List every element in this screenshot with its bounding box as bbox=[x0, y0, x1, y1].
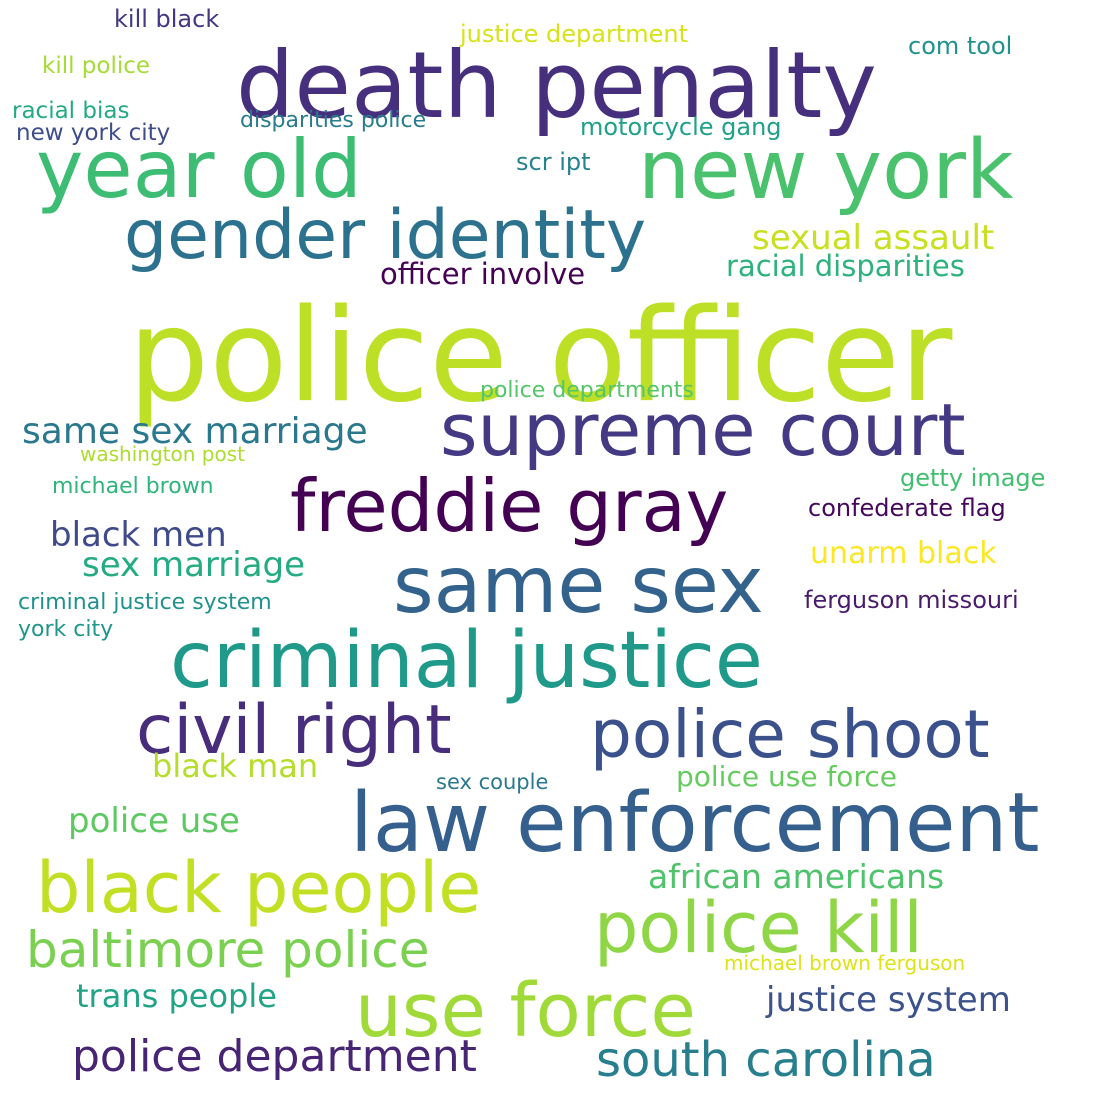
word-justice-department: justice department bbox=[460, 20, 689, 48]
word-michael-brown: michael brown bbox=[52, 474, 214, 499]
word-getty-image: getty image bbox=[900, 464, 1046, 492]
word-criminal-justice: criminal justice bbox=[170, 616, 763, 706]
word-criminal-justice-system: criminal justice system bbox=[18, 590, 272, 615]
word-supreme-court: supreme court bbox=[440, 388, 966, 472]
word-motorcycle-gang: motorcycle gang bbox=[580, 113, 782, 141]
word-ferguson-missouri: ferguson missouri bbox=[804, 586, 1019, 614]
word-gender-identity: gender identity bbox=[124, 196, 647, 275]
word-same-sex-marriage: same sex marriage bbox=[22, 411, 368, 452]
word-disparities-police: disparities police bbox=[240, 108, 427, 133]
word-scr-ipt: scr ipt bbox=[516, 148, 591, 176]
word-new-york-city: new york city bbox=[16, 120, 171, 146]
word-sex-marriage: sex marriage bbox=[82, 545, 306, 585]
word-black-people: black people bbox=[36, 847, 482, 929]
word-police-officer: police officer bbox=[128, 282, 953, 431]
word-york-city: york city bbox=[18, 617, 114, 642]
word-south-carolina: south carolina bbox=[596, 1032, 936, 1088]
word-baltimore-police: baltimore police bbox=[26, 921, 430, 979]
word-trans-people: trans people bbox=[76, 977, 277, 1015]
word-unarm-black: unarm black bbox=[810, 536, 997, 571]
word-kill-black: kill black bbox=[114, 5, 220, 33]
word-officer-involve: officer involve bbox=[380, 257, 586, 291]
word-black-man: black man bbox=[152, 747, 319, 785]
word-racial-bias: racial bias bbox=[12, 98, 130, 124]
word-year-old: year old bbox=[36, 123, 362, 216]
word-confederate-flag: confederate flag bbox=[808, 494, 1006, 522]
word-michael-brown-ferguson: michael brown ferguson bbox=[724, 951, 966, 975]
word-freddie-gray: freddie gray bbox=[290, 464, 729, 548]
word-new-york: new york bbox=[638, 123, 1014, 218]
word-racial-disparities: racial disparities bbox=[726, 249, 965, 283]
word-law-enforcement: law enforcement bbox=[350, 776, 1040, 871]
word-police-use: police use bbox=[68, 801, 240, 841]
word-police-kill: police kill bbox=[594, 887, 923, 969]
word-black-men: black men bbox=[50, 515, 227, 555]
word-kill-police: kill police bbox=[42, 53, 151, 79]
word-sexual-assault: sexual assault bbox=[752, 218, 995, 258]
word-police-department: police department bbox=[72, 1031, 477, 1082]
word-death-penalty: death penalty bbox=[236, 32, 877, 139]
word-african-americans: african americans bbox=[648, 857, 945, 896]
word-police-departments: police departments bbox=[480, 378, 694, 403]
word-use-force: use force bbox=[355, 968, 696, 1054]
word-sex-couple: sex couple bbox=[436, 770, 549, 794]
word-police-shoot: police shoot bbox=[590, 696, 990, 773]
word-com-tool: com tool bbox=[908, 32, 1013, 60]
word-same-sex: same sex bbox=[393, 541, 764, 631]
word-civil-right: civil right bbox=[136, 691, 452, 770]
word-washington-post: washington post bbox=[80, 442, 245, 466]
word-police-use-force: police use force bbox=[676, 760, 897, 793]
word-justice-system: justice system bbox=[766, 980, 1011, 1020]
